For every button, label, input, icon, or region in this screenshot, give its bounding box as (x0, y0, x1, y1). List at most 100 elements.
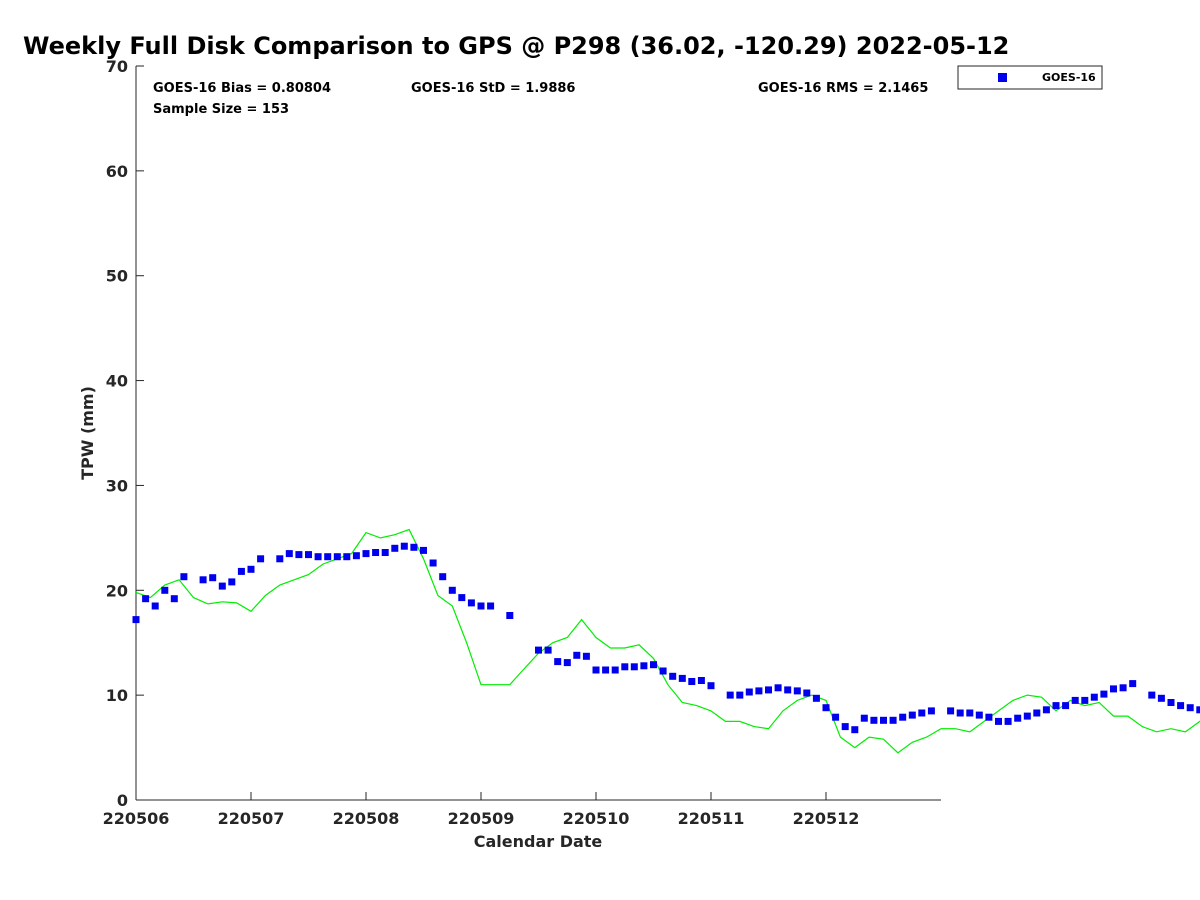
goes16-point (1157, 694, 1165, 702)
x-axis-label: Calendar Date (474, 832, 603, 851)
goes16-point (736, 691, 744, 699)
y-tick-label: 70 (106, 57, 128, 76)
goes16-point (975, 711, 983, 719)
y-tick-label: 0 (117, 791, 128, 810)
goes16-point (1177, 702, 1185, 710)
goes16-point (439, 573, 447, 581)
chart-title: Weekly Full Disk Comparison to GPS @ P29… (23, 32, 1009, 60)
goes16-point (257, 555, 265, 563)
goes16-point (554, 658, 562, 666)
goes16-point (151, 602, 159, 610)
goes16-point (285, 550, 293, 558)
goes16-point (467, 599, 475, 607)
goes16-point (1081, 696, 1089, 704)
goes16-point (956, 709, 964, 717)
goes16-point (659, 667, 667, 675)
legend-marker-goes16 (998, 73, 1007, 82)
goes16-point (142, 595, 150, 603)
x-tick-label: 220506 (103, 809, 170, 828)
bias-stat: GOES-16 Bias = 0.80804 (153, 81, 331, 96)
goes16-point (602, 666, 610, 674)
goes16-point (630, 663, 638, 671)
x-tick-label: 220512 (793, 809, 860, 828)
goes16-point (506, 612, 514, 619)
goes16-point (1062, 702, 1070, 710)
goes16-point (774, 684, 782, 692)
goes16-point (1119, 684, 1127, 692)
goes16-point (1129, 680, 1137, 688)
goes16-point (180, 573, 188, 581)
goes16-point (1148, 691, 1156, 699)
goes16-point (372, 549, 380, 556)
goes16-point (448, 586, 456, 594)
goes16-point (793, 687, 801, 695)
goes16-point (650, 661, 657, 669)
goes16-point (1110, 685, 1117, 693)
y-ticks: 0 10 20 30 40 50 60 70 (106, 57, 144, 810)
goes16-point (391, 544, 399, 552)
x-ticks: 220506 220507 220508 220509 220510 220511 2205… (103, 792, 860, 828)
goes16-point (1100, 690, 1108, 698)
goes16-point (218, 582, 226, 590)
goes16-point (276, 555, 284, 563)
goes16-point (707, 682, 715, 690)
x-tick-label: 220510 (563, 809, 630, 828)
goes16-point (535, 646, 542, 654)
legend-box (957, 65, 1103, 90)
goes16-point (851, 726, 859, 734)
x-tick-label: 220507 (218, 809, 285, 828)
goes16-point (563, 659, 571, 667)
goes16-point (400, 542, 408, 550)
goes16-point (611, 666, 619, 674)
goes16-point (755, 687, 763, 695)
goes16-point (640, 662, 648, 670)
goes16-point (1052, 702, 1060, 710)
goes16-point (477, 602, 485, 610)
goes16-point (841, 723, 849, 731)
goes16-point (305, 551, 312, 559)
x-tick-label: 220509 (448, 809, 515, 828)
goes16-point (333, 553, 341, 561)
goes16-point (1196, 706, 1200, 714)
goes16-point (745, 688, 753, 696)
goes16-point (410, 543, 418, 551)
goes16-point (765, 686, 772, 694)
goes16-point (697, 677, 705, 684)
goes16-point (1186, 704, 1194, 712)
goes16-point (889, 716, 897, 724)
goes16-point (726, 691, 734, 699)
y-tick-label: 60 (106, 162, 128, 181)
x-tick-label: 220508 (333, 809, 400, 828)
goes16-point (132, 616, 140, 624)
std-stat: GOES-16 StD = 1.9886 (411, 81, 575, 96)
goes16-point (1014, 714, 1022, 722)
goes16-series (132, 542, 1200, 734)
goes16-point (822, 704, 830, 712)
goes16-point (170, 595, 178, 603)
sample-size-stat: Sample Size = 153 (153, 102, 289, 117)
goes16-point (918, 709, 926, 717)
goes16-point (352, 552, 360, 560)
gps-series-line (135, 528, 1200, 754)
goes16-point (966, 709, 974, 717)
goes16-point (1071, 696, 1079, 704)
y-tick-label: 50 (106, 267, 128, 286)
goes16-point (544, 646, 552, 654)
goes16-point (199, 576, 207, 584)
goes16-point (362, 550, 370, 558)
goes16-point (247, 565, 255, 573)
goes16-point (870, 716, 878, 724)
y-tick-label: 30 (106, 476, 128, 495)
goes16-point (429, 559, 437, 567)
goes16-point (1167, 699, 1175, 706)
goes16-point (678, 674, 686, 682)
goes16-point (621, 663, 629, 671)
goes16-point (832, 713, 840, 721)
goes16-point (1004, 717, 1012, 725)
goes16-point (995, 717, 1002, 725)
goes16-point (458, 594, 466, 602)
goes16-point (1023, 712, 1031, 720)
goes16-point (1090, 693, 1098, 701)
goes16-point (324, 553, 332, 561)
